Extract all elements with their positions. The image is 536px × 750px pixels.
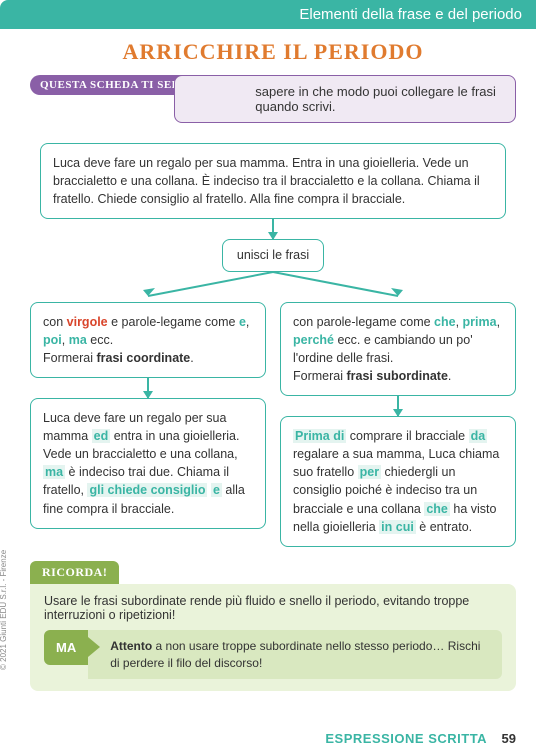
purpose-text: sapere in che modo puoi collegare le fra…	[174, 75, 516, 123]
flow-right-example: Prima di comprare il bracciale da regala…	[280, 416, 516, 547]
flowchart: Luca deve fare un regalo per sua mamma. …	[30, 143, 516, 547]
arrow-down-icon	[397, 396, 399, 416]
flow-mid-box: unisci le frasi	[222, 239, 324, 271]
flow-left-example: Luca deve fare un regalo per sua mamma e…	[30, 398, 266, 529]
ricorda-section: RICORDA! Usare le frasi subordinate rend…	[30, 561, 516, 692]
footer-section: ESPRESSIONE SCRITTA	[325, 731, 487, 746]
arrow-down-icon	[272, 219, 274, 239]
ricorda-box: Usare le frasi subordinate rende più flu…	[30, 584, 516, 692]
ma-badge: MA	[44, 630, 88, 665]
flow-top-box: Luca deve fare un regalo per sua mamma. …	[40, 143, 506, 219]
copyright: © 2021 Giunti EDU S.r.l. - Firenze	[0, 550, 8, 670]
purpose-row: Questa scheda ti serve per… sapere in ch…	[30, 75, 516, 123]
ma-text: Attento a non usare troppe subordinate n…	[88, 630, 502, 680]
page-number: 59	[502, 731, 516, 746]
arrow-down-icon	[147, 378, 149, 398]
split-connector	[30, 272, 516, 302]
footer: ESPRESSIONE SCRITTA 59	[30, 731, 516, 746]
flow-left-rule: con virgole e parole-legame come e, poi,…	[30, 302, 266, 378]
ricorda-tab: RICORDA!	[30, 561, 119, 584]
header-category: Elementi della frase e del periodo	[0, 0, 536, 29]
page-title: Arricchire il periodo	[30, 39, 516, 65]
ricorda-text: Usare le frasi subordinate rende più flu…	[44, 594, 502, 622]
flow-right-rule: con parole-legame come che, prima, perch…	[280, 302, 516, 397]
